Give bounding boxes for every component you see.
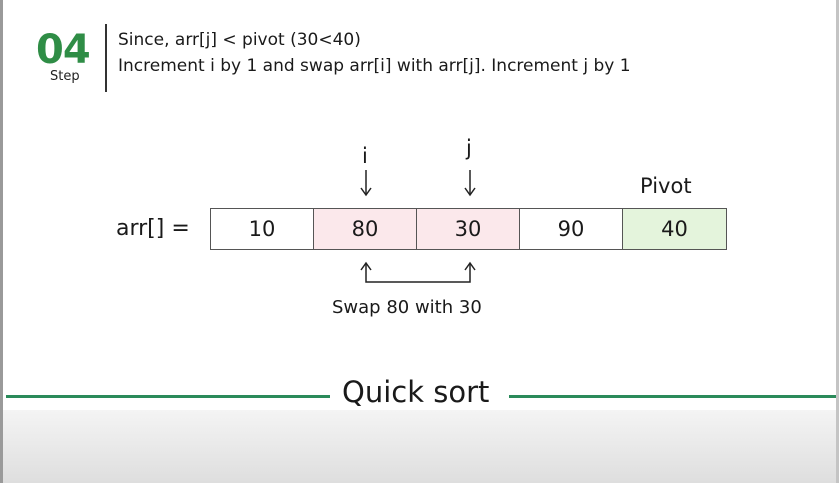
array-cell: 10 (211, 209, 314, 249)
pointer-j-label: j (466, 136, 472, 160)
array-cell: 40 (623, 209, 726, 249)
swap-caption: Swap 80 with 30 (332, 297, 482, 318)
description-line-2: Increment i by 1 and swap arr[i] with ar… (118, 56, 631, 76)
title-line-right (509, 395, 836, 398)
left-frame-border (0, 0, 3, 483)
swap-arrow-head-left (360, 261, 372, 271)
bottom-shade (3, 410, 836, 483)
page-title: Quick sort (342, 375, 490, 409)
step-label: Step (50, 69, 80, 84)
pointer-i-label: i (362, 144, 368, 168)
pivot-label: Pivot (640, 174, 692, 198)
title-line-left (6, 395, 330, 398)
step-divider (105, 24, 107, 92)
step-number: 04 (36, 27, 91, 73)
array-row: 10 80 30 90 40 (210, 208, 727, 250)
description-line-1: Since, arr[j] < pivot (30<40) (118, 30, 361, 50)
array-cell: 90 (520, 209, 623, 249)
swap-arrow-head-right (464, 261, 476, 271)
pointer-i-arrow-head (360, 187, 372, 197)
right-frame-border (836, 0, 839, 483)
array-cell: 80 (314, 209, 417, 249)
array-cell: 30 (417, 209, 520, 249)
array-label: arr[] = (116, 216, 190, 241)
swap-bracket (365, 264, 471, 283)
pointer-j-arrow-head (464, 187, 476, 197)
